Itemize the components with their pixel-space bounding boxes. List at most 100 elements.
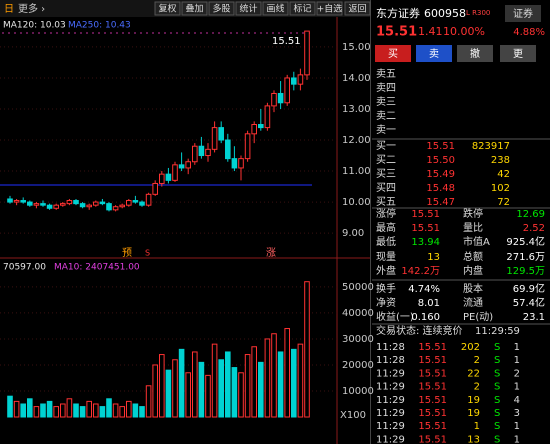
stat-value: 15.51 xyxy=(411,209,440,220)
candle-body xyxy=(145,193,152,206)
candle-body xyxy=(20,200,26,203)
trade-count: 1 xyxy=(514,355,520,366)
buy-level: 买一 xyxy=(376,140,396,152)
volume-bar xyxy=(145,385,152,418)
stat-label: 最低 xyxy=(376,235,396,248)
toolbar-button-label[interactable]: 叠加 xyxy=(185,4,203,15)
candle-body xyxy=(178,164,185,169)
trade-time: 11:29 xyxy=(376,434,405,444)
trade-time: 11:28 xyxy=(376,342,405,353)
buy-level: 买四 xyxy=(376,182,396,194)
period[interactable]: 日 xyxy=(4,4,14,15)
stat-value: 69.9亿 xyxy=(513,282,545,295)
action-button[interactable] xyxy=(416,45,452,62)
trade-side: S xyxy=(494,408,500,419)
candle-body xyxy=(53,204,60,209)
trade-count: 2 xyxy=(514,368,520,379)
action-label[interactable]: 买 xyxy=(388,48,398,60)
action-label[interactable]: 撤 xyxy=(470,47,480,60)
toolbar-button-label[interactable]: 画线 xyxy=(266,3,284,15)
action-label[interactable]: 更 xyxy=(513,48,523,60)
buy-price: 15.51 xyxy=(426,141,455,152)
sector-name[interactable]: 证券 xyxy=(513,7,533,20)
sell-level: 卖四 xyxy=(376,82,396,94)
toolbar-button[interactable] xyxy=(262,1,289,16)
candle-body xyxy=(66,200,73,205)
trade-time: 11:29 xyxy=(376,408,405,419)
candle-body xyxy=(185,161,191,169)
candle-body xyxy=(40,203,46,206)
volume-bar xyxy=(251,346,257,418)
toolbar-button-label[interactable]: 统计 xyxy=(239,3,257,15)
candle-body xyxy=(33,203,40,206)
toolbar-button[interactable] xyxy=(289,1,316,16)
candle-body xyxy=(205,148,211,157)
volume-bar xyxy=(172,359,178,418)
volume-bar xyxy=(198,361,205,418)
sector-badge[interactable] xyxy=(505,5,541,22)
candle-body xyxy=(106,203,112,211)
volume-bar xyxy=(152,364,158,418)
stock-name: 东方证券 xyxy=(376,6,420,20)
candle-body xyxy=(192,145,198,163)
action-label[interactable]: 卖 xyxy=(429,48,439,60)
buy-price: 15.50 xyxy=(426,155,455,166)
toolbar-button[interactable] xyxy=(181,1,208,16)
volume-bar xyxy=(27,398,33,418)
candle-body xyxy=(218,127,224,141)
trade-count: 3 xyxy=(514,408,520,419)
volume-bar xyxy=(99,406,106,418)
candle-body xyxy=(225,139,231,160)
event-marker: 预 xyxy=(122,247,132,259)
candle-body xyxy=(277,92,284,104)
toolbar-button[interactable] xyxy=(344,1,371,16)
stock-code: 600958 xyxy=(424,7,466,20)
candle-body xyxy=(297,74,304,85)
trade-time: 11:29 xyxy=(376,382,405,393)
buy-level: 买五 xyxy=(376,196,396,208)
trade-side: S xyxy=(494,342,500,353)
trade-price: 15.51 xyxy=(418,408,447,419)
more-button[interactable]: 更多 › xyxy=(18,2,45,15)
toolbar-button-label[interactable]: 复权 xyxy=(158,3,176,15)
action-button[interactable] xyxy=(457,45,493,62)
stat-label: 换手 xyxy=(376,282,396,295)
volume-bar xyxy=(185,372,191,418)
stat-label: 净资 xyxy=(376,296,396,309)
volume-bar xyxy=(192,351,198,418)
stat-value: 2.52 xyxy=(523,223,545,234)
action-button[interactable] xyxy=(500,45,536,62)
candle-body xyxy=(152,182,158,195)
toolbar-button[interactable] xyxy=(316,1,343,16)
trade-side: S xyxy=(494,421,500,432)
volume-bar xyxy=(7,395,13,418)
volume-bar xyxy=(46,400,53,418)
trade-count: 1 xyxy=(514,342,520,353)
trade-price: 15.51 xyxy=(418,421,447,432)
stat-value: 925.4亿 xyxy=(506,235,545,248)
candle-body xyxy=(244,133,251,160)
toolbar-button-label[interactable]: 返回 xyxy=(348,3,366,15)
trade-volume: 19 xyxy=(467,395,480,406)
toolbar-button-label[interactable]: +自选 xyxy=(317,3,343,15)
volume-bar xyxy=(112,403,119,418)
volume-bar xyxy=(53,406,60,418)
trade-count: 1 xyxy=(514,382,520,393)
y-tick-label: 11.00 xyxy=(342,166,371,177)
toolbar-button[interactable] xyxy=(235,1,262,16)
trade-price: 15.51 xyxy=(418,355,447,366)
toolbar-button[interactable] xyxy=(208,1,235,16)
candle-body xyxy=(86,204,93,208)
sell-level: 卖一 xyxy=(376,124,396,136)
toolbar-button-label[interactable]: 多股 xyxy=(212,3,230,15)
toolbar-button-label[interactable]: 标记 xyxy=(293,3,311,15)
event-marker: S xyxy=(145,249,150,258)
y-tick-label: 15.00 xyxy=(342,42,371,53)
change-pct: 10.00% xyxy=(443,25,485,38)
buy-volume: 238 xyxy=(491,155,510,166)
candle-body xyxy=(126,200,132,206)
toolbar-button[interactable] xyxy=(154,1,181,16)
volume-bar xyxy=(119,406,126,418)
action-button[interactable] xyxy=(375,45,411,62)
volume-bar xyxy=(106,398,112,418)
